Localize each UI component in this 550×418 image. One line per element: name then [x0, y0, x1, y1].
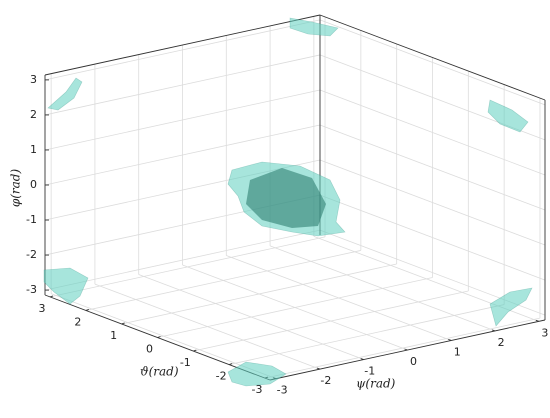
isosurface: [227, 361, 287, 387]
y-tick: [121, 322, 125, 325]
grid-line: [319, 194, 546, 281]
isosurface: [487, 99, 529, 133]
grid-line: [319, 19, 546, 106]
isosurface: [289, 17, 339, 37]
x-tick: [404, 348, 408, 351]
x-axis-label: ψ(rad): [356, 377, 396, 391]
grid-line: [85, 250, 361, 311]
z-tick-label: 2: [30, 108, 37, 121]
grid-line: [44, 89, 321, 151]
isosurface: [489, 287, 533, 327]
y-tick: [157, 336, 161, 338]
y-tick-label: -2: [216, 370, 227, 383]
y-tick-label: -3: [251, 383, 262, 396]
z-tick-label: -3: [26, 283, 37, 296]
x-tick-label: 3: [541, 326, 548, 339]
x-tick-label: 1: [454, 345, 461, 358]
x-tick: [491, 329, 496, 332]
y-axis-label: ϑ(rad): [140, 365, 179, 379]
z-tick-label: 1: [30, 143, 37, 156]
y-tick-label: 2: [74, 315, 81, 328]
grid-line: [44, 54, 321, 116]
box: [44, 14, 546, 381]
z-axis-label: φ(rad): [9, 169, 23, 208]
grid-line: [44, 19, 321, 81]
y-tick: [49, 295, 54, 298]
isosurface: [43, 267, 89, 305]
grid-line: [229, 304, 505, 365]
x-tick-label: 2: [498, 336, 505, 349]
y-tick-label: 3: [39, 302, 46, 315]
grid-line: [319, 89, 546, 176]
y-tick: [229, 363, 233, 365]
x-tick: [535, 319, 540, 322]
x-tick-label: 0: [410, 355, 417, 368]
x-tick-label: -3: [277, 384, 288, 397]
y-tick-label: -1: [180, 356, 191, 369]
grid-line: [319, 124, 546, 211]
isosurface-shade: [246, 168, 326, 228]
x-tick: [448, 339, 452, 341]
box-edge: [319, 14, 546, 101]
grid-line: [319, 159, 546, 246]
z-tick-label: 3: [30, 73, 37, 86]
y-tick: [193, 349, 197, 352]
y-tick: [85, 309, 89, 311]
isosurface: [47, 77, 83, 111]
grid-line: [44, 124, 321, 186]
x-tick: [316, 367, 321, 370]
isosurfaces: [43, 17, 533, 387]
grid-line: [49, 236, 326, 298]
grid-line: [44, 229, 321, 291]
grid-line: [264, 317, 541, 379]
z-tick-label: 0: [30, 178, 37, 191]
y-tick-label: 1: [110, 329, 117, 342]
grid-line: [121, 263, 397, 325]
grid-line: [193, 290, 469, 352]
z-tick-label: -1: [26, 213, 37, 226]
y-tick-label: 0: [146, 343, 153, 356]
x-tick-label: -2: [320, 374, 331, 387]
box-edge: [44, 14, 321, 76]
x-tick: [360, 358, 364, 360]
grid-line: [157, 277, 433, 338]
z-tick-label: -2: [26, 248, 37, 261]
x-tick-label: -1: [364, 365, 375, 378]
